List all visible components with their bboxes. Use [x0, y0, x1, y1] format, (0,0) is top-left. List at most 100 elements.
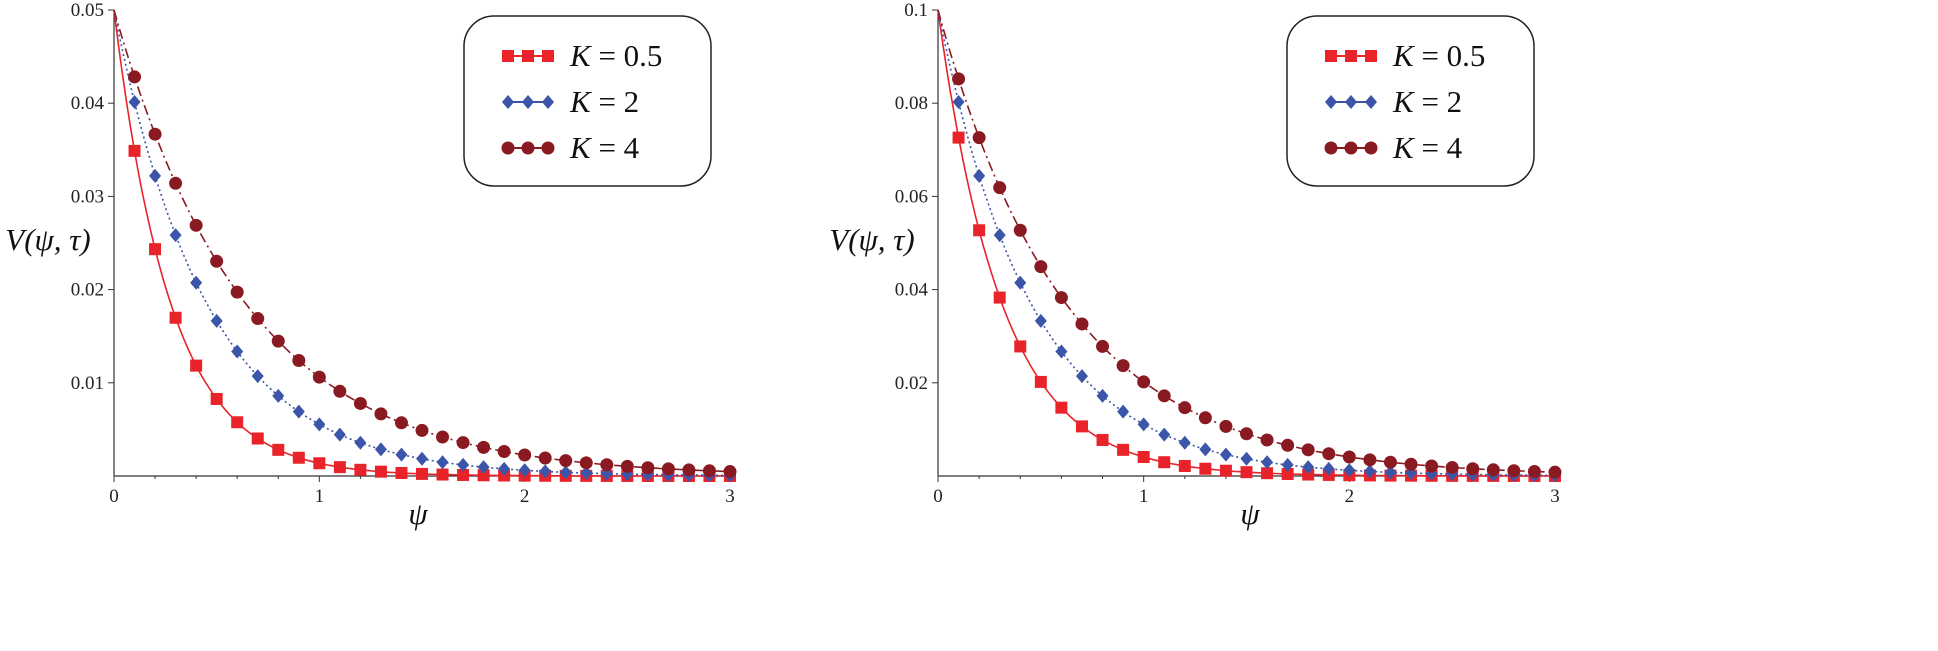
chart-left-data-point-k4	[271, 334, 285, 348]
chart-right-data-point-k05	[1096, 433, 1109, 446]
chart-left-data-point-k4	[559, 454, 573, 468]
chart-left-x-axis-label: ψ	[408, 496, 428, 531]
chart-right-data-point-k2	[1178, 435, 1191, 450]
chart-left-legend-swatch-k05	[502, 50, 554, 62]
chart-left-data-point-k4	[682, 463, 696, 477]
chart-left-data-point-k4	[169, 176, 183, 190]
chart-left-data-point-k05	[292, 451, 305, 464]
chart-left-data-point-k4	[456, 436, 470, 450]
chart-left-data-point-k05	[457, 468, 470, 481]
chart-left-legend-swatch-k4	[501, 141, 555, 155]
chart-left-legend-marker	[541, 141, 555, 155]
chart-right-data-point-k4	[1137, 375, 1151, 389]
chart-left-y-tick-label: 0.03	[71, 186, 104, 207]
chart-right-data-point-k05	[1261, 467, 1274, 480]
chart-right-data-point-k05	[973, 224, 986, 237]
chart-left-data-point-k2	[518, 463, 531, 478]
chart-left-legend-marker	[502, 50, 514, 62]
chart-right-data-point-k2	[1158, 427, 1171, 442]
chart-left-data-point-k4	[579, 456, 593, 470]
chart-right-data-point-k2	[1281, 457, 1294, 472]
chart-right-data-point-k05	[952, 131, 965, 144]
chart-left-data-point-k4	[661, 462, 675, 476]
chart-right-data-point-k2	[1219, 447, 1232, 462]
chart-left-data-point-k2	[149, 168, 162, 183]
chart-right-legend-label-k4: K = 4	[1392, 130, 1463, 165]
chart-left-legend-marker	[522, 95, 534, 109]
chart-left-data-point-k2	[436, 455, 449, 470]
chart-right-data-point-k4	[1425, 459, 1439, 473]
chart-right-data-point-k4	[1507, 464, 1521, 478]
chart-right-legend-label-k05: K = 0.5	[1392, 38, 1485, 73]
chart-right-data-point-k4	[1013, 223, 1027, 237]
chart-right-data-point-k4	[952, 72, 966, 86]
chart-right-x-axis-label: ψ	[1240, 496, 1260, 531]
chart-left-data-point-k2	[559, 465, 572, 480]
chart-right-data-point-k05	[1240, 466, 1253, 479]
chart-right-legend-marker	[1345, 50, 1357, 62]
chart-right-y-tick-label: 0.04	[895, 280, 929, 301]
chart-right-data-point-k2	[1261, 455, 1274, 470]
chart-right-data-point-k4	[1054, 291, 1068, 305]
chart-left-y-tick-label: 0.02	[71, 280, 104, 301]
chart-left-data-point-k4	[702, 464, 716, 478]
chart-right-y-tick-label: 0.08	[895, 93, 928, 114]
chart-left-data-point-k4	[312, 370, 326, 384]
chart-right-data-point-k05	[1158, 456, 1171, 469]
chart-left-data-point-k05	[374, 465, 387, 478]
chart-left-data-point-k4	[538, 451, 552, 465]
chart-left-data-point-k2	[498, 461, 511, 476]
chart-left-legend-swatch-k2	[502, 95, 554, 109]
chart-right-data-point-k05	[1219, 464, 1232, 477]
chart-left-data-point-k05	[313, 457, 326, 470]
chart-left-data-point-k4	[128, 70, 142, 84]
chart-left-data-point-k05	[395, 466, 408, 479]
chart-right-legend-marker	[1344, 141, 1358, 155]
chart-left-data-point-k05	[436, 468, 449, 481]
chart-left-y-tick-label: 0.05	[71, 0, 104, 21]
chart-right-data-point-k4	[972, 131, 986, 145]
chart-right-data-point-k4	[1342, 450, 1356, 464]
chart-right-data-point-k05	[1055, 401, 1068, 414]
chart-right-data-point-k4	[1301, 443, 1315, 457]
chart-left-data-point-k2	[292, 404, 305, 419]
chart-right-data-point-k4	[1527, 464, 1541, 478]
chart-left-legend-marker	[522, 50, 534, 62]
chart-left-data-point-k4	[620, 459, 634, 473]
chart-right-legend-swatch-k05	[1325, 50, 1377, 62]
chart-left-data-point-k4	[251, 312, 265, 326]
chart-right-x-tick-label: 0	[933, 486, 943, 507]
chart-right-y-tick-label: 0.02	[895, 373, 928, 394]
chart-left-y-axis-label: V(ψ, τ)	[5, 222, 90, 257]
chart-right-legend-marker	[1345, 95, 1357, 109]
chart-right-data-point-k2	[1034, 313, 1047, 328]
chart-left-data-point-k2	[416, 451, 428, 466]
chart-left-data-point-k05	[169, 311, 182, 324]
chart-left-data-point-k2	[374, 442, 387, 457]
chart-right-data-point-k2	[1302, 460, 1315, 475]
chart-left-data-point-k05	[210, 392, 223, 405]
chart-right-data-point-k4	[1445, 460, 1459, 474]
chart-right-legend-marker	[1324, 141, 1338, 155]
chart-left-data-point-k2	[457, 457, 470, 472]
chart-right-data-point-k05	[1075, 420, 1088, 433]
chart-right-y-axis-label: V(ψ, τ)	[829, 222, 914, 257]
chart-right-data-point-k2	[1343, 463, 1356, 478]
chart-right-x-tick-label: 2	[1345, 486, 1355, 507]
chart-left-data-point-k4	[210, 254, 224, 268]
chart-left-data-point-k05	[251, 432, 264, 445]
chart-left-data-point-k2	[169, 228, 182, 243]
chart-left-y-tick-label: 0.04	[71, 93, 105, 114]
chart-right-data-point-k4	[1404, 457, 1418, 471]
chart-right-data-point-k4	[1240, 427, 1253, 441]
chart-left-legend-label-k4: K = 4	[569, 130, 640, 165]
chart-left-data-point-k05	[190, 359, 203, 372]
chart-right-data-point-k05	[1302, 468, 1315, 481]
chart-right-data-point-k2	[973, 168, 986, 183]
chart-right-data-point-k2	[1014, 275, 1027, 290]
chart-left-data-point-k4	[600, 458, 614, 472]
chart-right-series	[937, 9, 1562, 483]
chart-right-legend-marker	[1364, 141, 1378, 155]
chart-left-data-point-k05	[128, 144, 141, 157]
